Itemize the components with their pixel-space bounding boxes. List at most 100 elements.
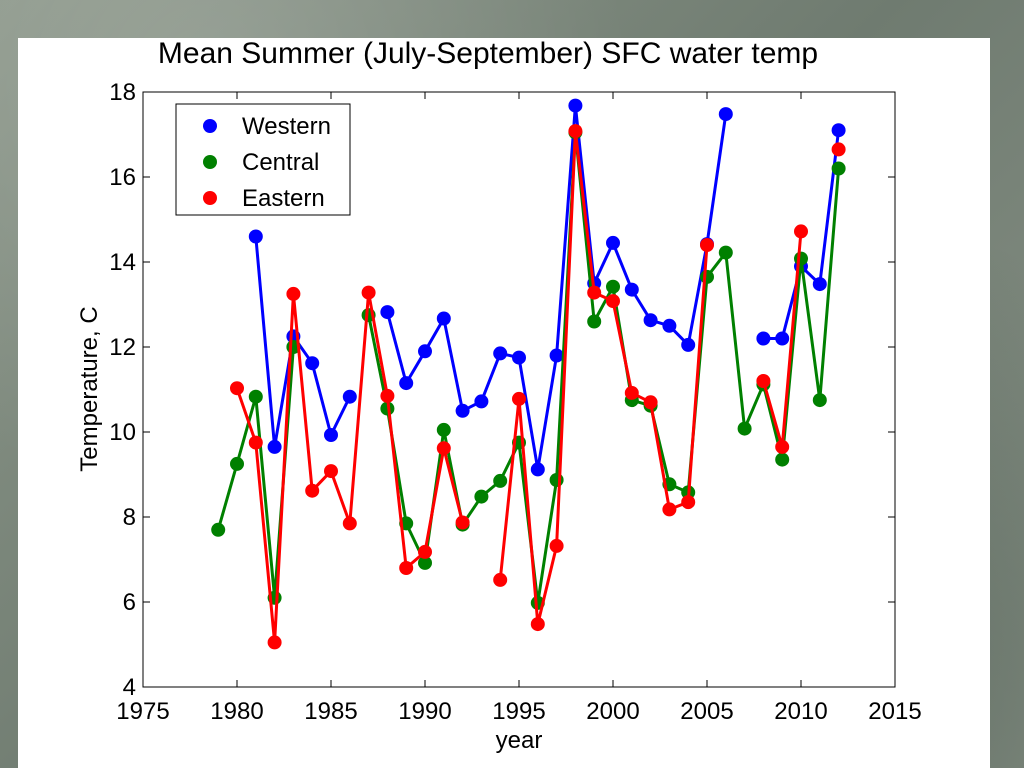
data-point-eastern xyxy=(681,495,696,510)
data-point-central xyxy=(831,161,846,176)
y-tick-label: 14 xyxy=(109,249,136,276)
data-point-eastern xyxy=(418,544,432,559)
data-point-eastern xyxy=(267,635,282,650)
x-tick-label: 1975 xyxy=(116,698,169,725)
data-point-western xyxy=(775,331,790,346)
data-point-eastern xyxy=(361,285,376,300)
x-axis: 1975 1980 1985 1990 1995 2000 2005 2010 2015 xyxy=(116,92,922,725)
y-axis-label: Temperature, C xyxy=(76,306,103,471)
x-tick-label: 2010 xyxy=(774,698,827,725)
data-point-western xyxy=(530,462,545,477)
data-point-eastern xyxy=(643,395,658,410)
data-point-central xyxy=(812,393,827,408)
data-point-western xyxy=(512,350,526,365)
series-eastern xyxy=(230,124,846,650)
series-layer xyxy=(211,98,846,650)
data-point-eastern xyxy=(530,617,545,632)
data-point-western xyxy=(455,403,470,418)
data-point-central xyxy=(436,422,451,437)
data-point-eastern xyxy=(455,515,470,530)
data-point-western xyxy=(493,346,508,361)
x-tick-label: 1980 xyxy=(210,698,263,725)
data-point-western xyxy=(418,344,432,359)
data-point-central xyxy=(474,489,489,504)
data-point-eastern xyxy=(342,516,357,531)
y-tick-label: 18 xyxy=(109,79,136,106)
data-point-eastern xyxy=(624,385,639,400)
data-point-eastern xyxy=(230,381,244,396)
data-point-eastern xyxy=(831,142,846,157)
data-point-western xyxy=(549,348,564,363)
data-point-western xyxy=(380,305,395,320)
data-point-central xyxy=(794,251,808,266)
y-tick-label: 12 xyxy=(109,334,136,361)
data-point-central xyxy=(230,456,244,471)
data-point-eastern xyxy=(606,294,620,309)
y-tick-label: 4 xyxy=(123,674,136,701)
data-point-eastern xyxy=(662,502,677,517)
data-point-central xyxy=(737,421,752,436)
data-point-central xyxy=(718,245,733,260)
data-point-eastern xyxy=(399,561,414,575)
data-point-western xyxy=(248,229,263,244)
data-point-eastern xyxy=(512,391,526,406)
data-point-eastern xyxy=(324,464,338,479)
data-point-central xyxy=(587,314,602,329)
y-tick-label: 6 xyxy=(123,589,136,616)
legend-label-central: Central xyxy=(242,149,319,176)
data-point-central xyxy=(493,473,508,488)
data-point-central xyxy=(775,452,790,467)
data-point-western xyxy=(267,439,282,454)
data-point-western xyxy=(305,356,320,371)
data-point-eastern xyxy=(794,224,808,239)
data-point-central xyxy=(418,555,432,570)
data-point-central xyxy=(606,279,620,294)
data-point-western xyxy=(662,318,677,333)
series-central xyxy=(211,125,846,610)
data-point-central xyxy=(700,269,714,284)
series-line-western xyxy=(254,236,352,449)
legend-marker-western xyxy=(203,119,217,133)
data-point-western xyxy=(568,98,583,113)
data-point-western xyxy=(474,394,489,409)
legend-marker-central xyxy=(203,155,217,169)
data-point-eastern xyxy=(248,435,263,450)
data-point-eastern xyxy=(775,439,790,454)
data-point-western xyxy=(812,277,827,292)
x-axis-label: year xyxy=(496,727,543,754)
data-point-western xyxy=(606,235,620,250)
y-axis: 4 6 8 10 12 14 16 18 xyxy=(109,79,895,701)
data-point-central xyxy=(211,522,226,537)
data-point-eastern xyxy=(549,538,564,553)
x-tick-label: 2005 xyxy=(680,698,733,725)
data-point-eastern xyxy=(700,238,714,252)
y-tick-label: 16 xyxy=(109,164,136,191)
data-point-western xyxy=(831,123,846,138)
x-tick-label: 2000 xyxy=(586,698,639,725)
data-point-western xyxy=(342,389,357,404)
x-tick-label: 1985 xyxy=(304,698,357,725)
x-tick-label: 1990 xyxy=(398,698,451,725)
chart-title: Mean Summer (July-September) SFC water t… xyxy=(158,37,818,70)
data-point-eastern xyxy=(756,374,771,388)
legend-label-eastern: Eastern xyxy=(242,185,325,212)
data-point-eastern xyxy=(436,441,451,456)
data-point-western xyxy=(681,337,696,352)
data-point-eastern xyxy=(493,572,508,587)
data-point-eastern xyxy=(286,286,301,301)
data-point-eastern xyxy=(587,285,602,300)
x-tick-label: 2015 xyxy=(868,698,921,725)
data-point-eastern xyxy=(568,124,583,139)
data-point-western xyxy=(436,311,451,326)
data-point-central xyxy=(549,473,564,487)
data-point-western xyxy=(643,313,658,328)
data-point-western xyxy=(624,282,639,297)
x-tick-label: 1995 xyxy=(492,698,545,725)
data-point-eastern xyxy=(380,388,395,403)
legend-label-western: Western xyxy=(242,113,331,140)
legend-marker-eastern xyxy=(203,191,217,205)
data-point-central xyxy=(248,389,263,404)
legend: Western Central Eastern xyxy=(175,103,351,216)
data-point-eastern xyxy=(305,483,320,498)
